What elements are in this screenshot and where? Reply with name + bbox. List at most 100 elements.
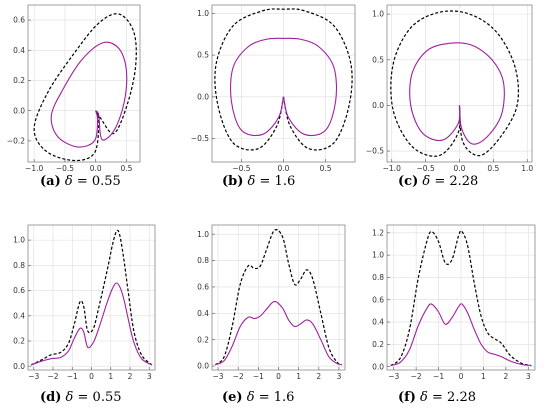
y-tick-label: 1.0 <box>197 230 209 239</box>
y-tick-label: 0.6 <box>197 283 209 292</box>
caption-d-delta-value: 0.55 <box>93 390 122 405</box>
x-tick-label: −1 <box>253 372 264 381</box>
solid-curve <box>30 282 153 366</box>
solid-curve <box>409 42 505 145</box>
x-tick-label: −2 <box>47 372 58 381</box>
caption-f-delta-symbol: δ <box>420 390 428 405</box>
x-tick-label: −1.0 <box>383 164 401 173</box>
y-tick-label: 0.5 <box>372 55 384 64</box>
caption-a-equals: = <box>77 174 92 189</box>
caption-f-equals: = <box>432 390 447 405</box>
caption-e-label: (e) <box>222 390 243 405</box>
x-tick-label: −0.5 <box>232 164 250 173</box>
dashed-curve <box>214 8 353 151</box>
plot-frame <box>27 4 141 163</box>
caption-e: (e) δ = 1.6 <box>222 390 294 405</box>
caption-a-delta-value: 0.55 <box>92 174 121 189</box>
panel-f: −3 −2 −1 0 1 2 3 0.0 0.2 0.4 0.6 0.8 1.0 1.2 <box>372 224 536 381</box>
y-tick-label: 0.6 <box>372 295 384 304</box>
caption-b-delta-value: 1.6 <box>275 174 296 189</box>
x-tick-label: −3 <box>28 372 39 381</box>
caption-c-delta-symbol: δ <box>422 174 430 189</box>
caption-d-label: (d) <box>40 390 61 405</box>
x-tick-label: 0.5 <box>120 164 132 173</box>
y-tick-label: 0.4 <box>13 46 25 55</box>
caption-e-delta-symbol: δ <box>247 390 255 405</box>
caption-b-delta-symbol: δ <box>248 174 256 189</box>
panel-b: −0.5 0.0 0.5 −0.5 0.0 0.5 1.0 <box>191 4 356 173</box>
solid-curve <box>229 37 338 137</box>
y-tick-label: −0.2 <box>7 136 25 145</box>
y-tick-label: 0.0 <box>13 362 25 371</box>
x-tick-label: −2 <box>233 372 244 381</box>
x-tick-label: −2 <box>411 372 422 381</box>
solid-curve <box>390 303 532 367</box>
caption-c: (c) δ = 2.28 <box>398 174 478 189</box>
x-tick-label: 1 <box>296 372 301 381</box>
x-tick-label: 1.0 <box>521 164 533 173</box>
caption-d-delta-symbol: δ <box>66 390 74 405</box>
x-tick-label: −0.5 <box>417 164 435 173</box>
y-tick-label: 0.6 <box>13 16 25 25</box>
y-tick-label: −0.5 <box>366 147 384 156</box>
y-tick-label: 1.0 <box>13 236 25 245</box>
x-tick-label: 2 <box>316 372 321 381</box>
x-tick-label: 3 <box>147 372 152 381</box>
caption-e-equals: = <box>259 390 274 405</box>
y-tick-label: 0.0 <box>13 106 25 115</box>
x-tick-label: −0.5 <box>56 164 74 173</box>
caption-a: (a) δ = 0.55 <box>40 174 121 189</box>
dashed-curve <box>214 229 343 366</box>
y-tick-label: 0.8 <box>197 256 209 265</box>
caption-c-label: (c) <box>398 174 418 189</box>
y-tick-label: 1.2 <box>372 228 384 237</box>
solid-curve <box>50 41 128 148</box>
x-tick-label: 0 <box>276 372 281 381</box>
caption-d: (d) δ = 0.55 <box>40 390 122 405</box>
x-tick-label: −1 <box>433 372 444 381</box>
y-tick-label: 0.6 <box>13 286 25 295</box>
caption-b: (b) δ = 1.6 <box>222 174 295 189</box>
y-tick-label: 1.0 <box>197 9 209 18</box>
y-tick-label: 0.0 <box>372 362 384 371</box>
x-tick-label: 0.5 <box>320 164 332 173</box>
x-tick-label: 3 <box>526 372 531 381</box>
x-tick-label: 0 <box>459 372 464 381</box>
caption-f-label: (f) <box>398 390 416 405</box>
caption-a-label: (a) <box>40 174 61 189</box>
x-tick-label: 0.0 <box>454 164 466 173</box>
caption-e-delta-value: 1.6 <box>274 390 295 405</box>
caption-f-delta-value: 2.28 <box>447 390 476 405</box>
y-tick-label: 0.5 <box>197 51 209 60</box>
x-tick-label: 0.0 <box>278 164 290 173</box>
y-tick-label: 0.2 <box>13 76 25 85</box>
y-tick-label: −0.5 <box>191 134 209 143</box>
dashed-curve <box>33 13 137 162</box>
solid-curve <box>214 300 342 366</box>
caption-d-equals: = <box>78 390 93 405</box>
y-tick-label: 0.0 <box>197 362 209 371</box>
x-tick-label: 0.0 <box>90 164 102 173</box>
y-tick-label: 0.4 <box>197 309 209 318</box>
x-tick-label: −3 <box>388 372 399 381</box>
panel-a: −1.0 −0.5 0.0 0.5 −0.2 0.0 0.2 0.4 0.6 <box>7 4 141 173</box>
caption-f: (f) δ = 2.28 <box>398 390 476 405</box>
x-tick-label: 0 <box>89 372 94 381</box>
y-tick-label: 0.2 <box>197 335 209 344</box>
dashed-curve <box>390 230 532 367</box>
panel-e: −3 −2 −1 0 1 2 3 0.0 0.2 0.4 0.6 0.8 1.0 <box>197 224 346 381</box>
caption-b-label: (b) <box>222 174 243 189</box>
panel-c: −1.0 −0.5 0.0 0.5 1.0 −0.5 0.0 0.5 1.0 <box>366 4 533 173</box>
caption-b-equals: = <box>260 174 275 189</box>
caption-c-equals: = <box>434 174 449 189</box>
y-tick-label: 0.4 <box>372 318 384 327</box>
y-tick-label: 0.0 <box>372 101 384 110</box>
x-tick-label: 1 <box>481 372 486 381</box>
x-tick-label: 3 <box>337 372 342 381</box>
x-tick-label: 2 <box>128 372 133 381</box>
y-tick-label: 0.2 <box>13 337 25 346</box>
caption-c-delta-value: 2.28 <box>449 174 478 189</box>
x-tick-label: 0.5 <box>487 164 499 173</box>
y-tick-label: 0.8 <box>372 273 384 282</box>
caption-a-delta-symbol: δ <box>65 174 73 189</box>
